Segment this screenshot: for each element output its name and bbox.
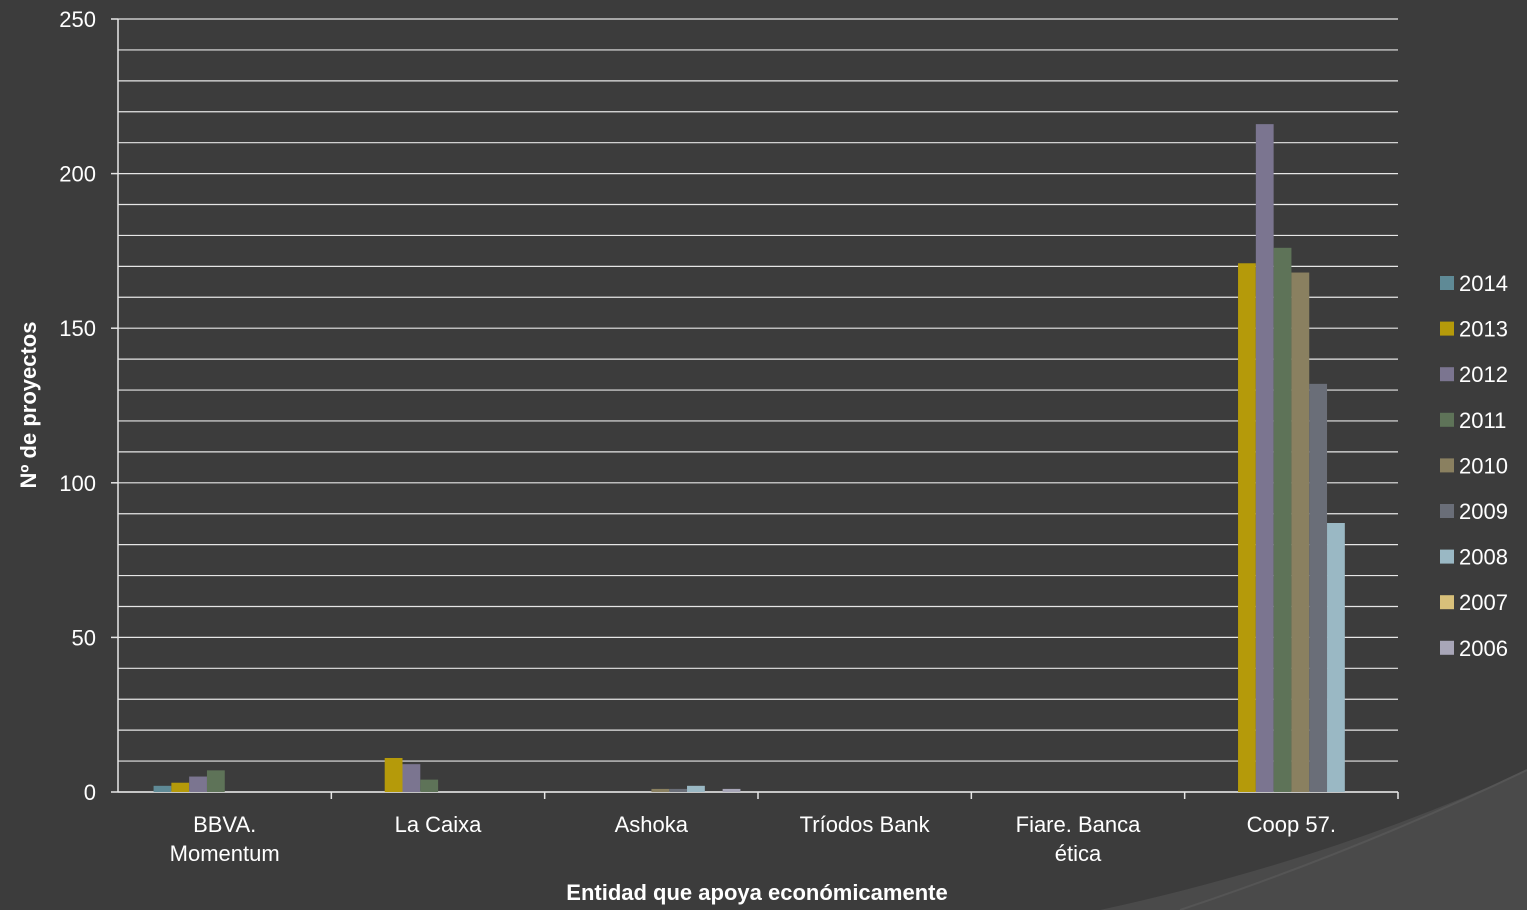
bar-2011 — [206, 770, 225, 792]
bar-2012 — [189, 776, 207, 792]
legend-label: 2007 — [1459, 590, 1508, 615]
legend-label: 2012 — [1459, 362, 1508, 387]
bar-2011 — [1273, 247, 1292, 793]
legend-label: 2011 — [1459, 408, 1506, 433]
legend-swatch — [1440, 640, 1454, 655]
y-tick-label: 200 — [59, 162, 96, 187]
legend-swatch — [1440, 276, 1454, 290]
legend: 2014 2013 2012 2011 2010 2009 2008 2007 2006 — [1440, 271, 1508, 661]
bars — [153, 124, 1345, 793]
x-tick-label: BBVA. Momentum — [170, 812, 280, 866]
bar-2008 — [687, 785, 705, 792]
y-tick-label: 250 — [59, 7, 96, 32]
y-tick-label: 50 — [72, 625, 96, 650]
y-axis-title: Nº de proyectos — [16, 322, 41, 489]
bar-2013 — [171, 782, 190, 792]
legend-item-2009: 2009 — [1440, 499, 1508, 524]
bar-2009 — [1309, 383, 1328, 792]
legend-item-2013: 2013 — [1440, 317, 1508, 342]
legend-item-2012: 2012 — [1440, 362, 1508, 387]
legend-item-2006: 2006 — [1440, 636, 1508, 661]
bar-2006 — [722, 788, 741, 792]
y-tick-label: 150 — [59, 316, 96, 341]
bar-2010 — [1291, 272, 1310, 792]
legend-swatch — [1440, 595, 1454, 610]
y-tick-label: 0 — [84, 780, 96, 805]
bar-2014 — [153, 785, 172, 792]
x-tick-label: Ashoka — [615, 812, 689, 837]
x-tick-label: Coop 57. — [1247, 812, 1336, 837]
legend-item-2010: 2010 — [1440, 453, 1508, 478]
bar-2012 — [402, 764, 421, 792]
legend-item-2014: 2014 — [1440, 271, 1508, 296]
legend-swatch — [1440, 458, 1454, 473]
bar-2013 — [384, 757, 403, 792]
legend-item-2007: 2007 — [1440, 590, 1508, 615]
legend-swatch — [1440, 367, 1454, 382]
axes — [111, 18, 1399, 799]
x-tick-label: Fiare. Banca ética — [1016, 812, 1141, 866]
bar-2011 — [420, 779, 439, 792]
bar-2010 — [651, 788, 670, 792]
legend-label: 2014 — [1459, 271, 1508, 296]
legend-swatch — [1440, 504, 1454, 518]
bar-2012 — [1255, 124, 1274, 793]
bar-2013 — [1238, 263, 1256, 792]
legend-label: 2010 — [1459, 453, 1508, 478]
x-tick-label: Tríodos Bank — [800, 812, 931, 837]
legend-label: 2013 — [1459, 317, 1508, 342]
legend-swatch — [1440, 321, 1454, 336]
legend-item-2008: 2008 — [1440, 545, 1508, 570]
x-tick-label: La Caixa — [395, 812, 483, 837]
legend-label: 2009 — [1459, 499, 1508, 524]
legend-label: 2006 — [1459, 636, 1508, 661]
gridlines — [118, 18, 1398, 793]
bar-2009 — [669, 788, 688, 792]
legend-label: 2008 — [1459, 545, 1508, 570]
x-axis-title: Entidad que apoya económicamente — [566, 880, 947, 905]
bar-2008 — [1327, 522, 1345, 792]
y-tick-labels: 0 50 100 150 200 250 — [59, 7, 96, 805]
x-tick-labels: BBVA. Momentum La Caixa Ashoka Tríodos Bank F… — [170, 812, 1336, 866]
y-tick-label: 100 — [59, 471, 96, 496]
legend-swatch — [1440, 549, 1454, 564]
legend-item-2011: 2011 — [1440, 408, 1506, 433]
legend-swatch — [1440, 412, 1454, 427]
